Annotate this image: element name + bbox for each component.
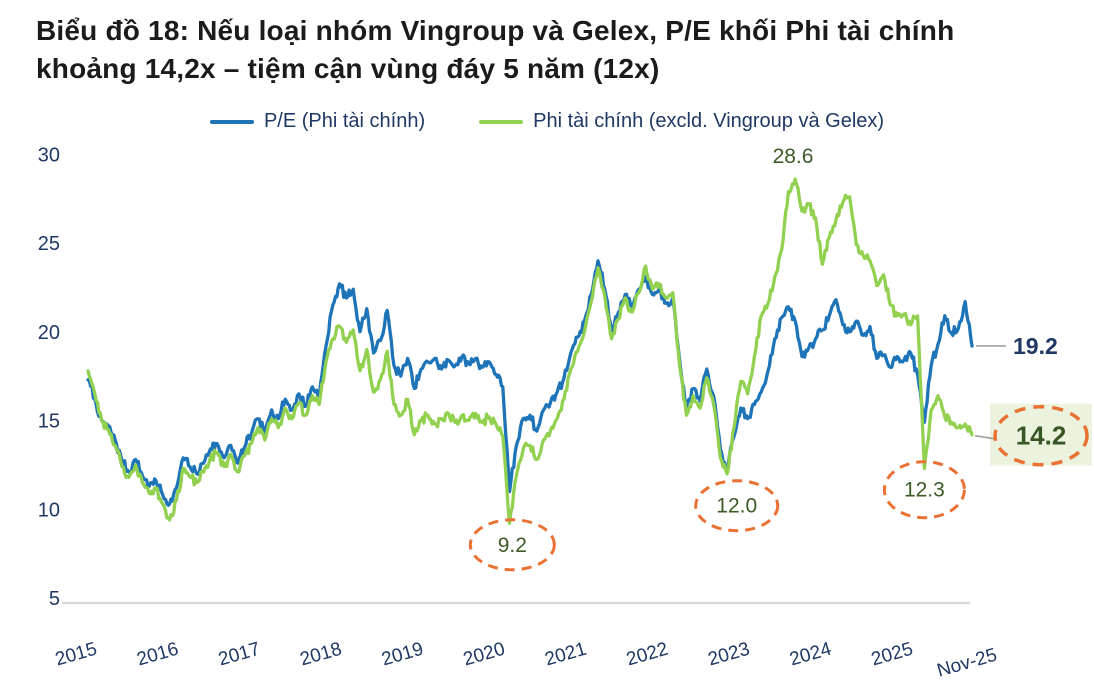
- y-tick-label-25: 25: [38, 233, 60, 255]
- chart-title: Biểu đồ 18: Nếu loại nhóm Vingroup và Ge…: [36, 12, 954, 88]
- x-tick-label-2018: 2018: [298, 639, 344, 671]
- chart-title-line-1: Biểu đồ 18: Nếu loại nhóm Vingroup và Ge…: [36, 15, 955, 46]
- annotation-end-14.2: 14.2: [1016, 421, 1067, 451]
- legend-swatch-blue-line: [209, 119, 254, 124]
- pe-non-financial-line: [86, 259, 974, 507]
- annotation-low-9.2: 9.2: [498, 534, 527, 557]
- y-tick-label-30: 30: [38, 144, 60, 166]
- x-tick-label-2025: 2025: [869, 639, 915, 671]
- x-tick-label-2022: 2022: [624, 639, 670, 671]
- x-tick-label-2017: 2017: [216, 639, 262, 671]
- leader-line-green: [974, 434, 995, 440]
- annotation-ellipse-12.0: [694, 479, 780, 533]
- annotation-ellipse-12.3: [882, 460, 966, 520]
- annotation-ellipse-14.2: [993, 404, 1089, 467]
- x-tick-label-2016: 2016: [135, 639, 181, 671]
- x-tick-label-2023: 2023: [706, 639, 752, 671]
- y-tick-label-20: 20: [38, 322, 60, 344]
- legend-label-pe-non-financial: P/E (Phi tài chính): [263, 110, 426, 132]
- legend-swatch-green-line: [479, 119, 524, 124]
- x-tick-label-2019: 2019: [379, 639, 425, 671]
- y-tick-label-10: 10: [38, 499, 60, 521]
- x-tick-label-2024: 2024: [787, 639, 834, 671]
- x-tick-label-2021: 2021: [543, 639, 589, 671]
- x-tick-label-2020: 2020: [461, 639, 507, 671]
- legend-label-excl-vingroup-gelex: Phi tài chính (excld. Vingroup và Gelex): [533, 110, 885, 132]
- y-tick-label-5: 5: [49, 588, 60, 610]
- legend-item-pe-non-financial: P/E (Phi tài chính): [209, 110, 426, 133]
- legend-item-excl-vingroup-gelex: Phi tài chính (excld. Vingroup và Gelex): [479, 110, 884, 133]
- x-tick-label-Nov-25: Nov-25: [935, 645, 1000, 682]
- annotation-low-12.0: 12.0: [716, 495, 757, 518]
- annotation-low-12.3: 12.3: [904, 479, 945, 502]
- annotation-ellipse-9.2: [468, 518, 556, 572]
- annotation-end-19.2: 19.2: [1013, 333, 1058, 359]
- chart-title-line-2: khoảng 14,2x – tiệm cận vùng đáy 5 năm (…: [36, 53, 660, 84]
- annotation-peak-28.6: 28.6: [773, 145, 814, 168]
- x-tick-label-2015: 2015: [53, 639, 99, 671]
- y-tick-label-15: 15: [38, 411, 60, 433]
- chart-legend: P/E (Phi tài chính) Phi tài chính (excld…: [0, 110, 1094, 133]
- excl-vingroup-gelex-line: [86, 177, 974, 526]
